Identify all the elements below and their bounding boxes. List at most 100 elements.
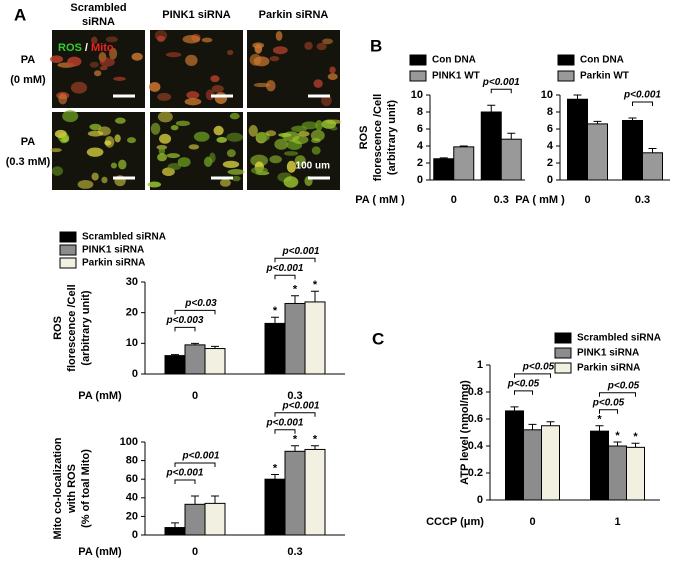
y-tick-label: 0 xyxy=(547,174,553,186)
significance-mark: * xyxy=(615,430,620,442)
comparison-bracket xyxy=(174,309,216,315)
x-tick-label: 0 xyxy=(584,194,590,206)
bar xyxy=(304,301,326,375)
y-axis-label: with ROS xyxy=(66,464,78,514)
significance-mark: * xyxy=(273,305,278,317)
bar xyxy=(523,429,542,501)
y-axis-label: (% of toal Mito) xyxy=(80,449,92,528)
cell xyxy=(182,35,201,44)
row-label: (0 mM) xyxy=(10,74,46,86)
column-header: Parkin siRNA xyxy=(259,9,329,21)
y-tick-label: 6 xyxy=(417,123,423,135)
cell xyxy=(50,148,62,153)
error-bar xyxy=(613,441,622,446)
comparison-bracket xyxy=(174,326,196,332)
row-label: PA xyxy=(21,54,36,66)
error-bar xyxy=(648,148,657,153)
y-axis-label: ROS xyxy=(358,126,370,150)
bar xyxy=(608,445,627,501)
y-tick-label: 10 xyxy=(411,89,423,101)
comparison-bracket xyxy=(514,390,533,395)
y-tick-label: 0 xyxy=(132,529,138,541)
cell xyxy=(254,43,263,54)
y-tick-label: 0.4 xyxy=(468,440,484,452)
error-bar xyxy=(439,157,448,159)
panel-label: A xyxy=(14,5,26,24)
error-bar xyxy=(311,290,319,302)
significance-mark: * xyxy=(633,431,638,443)
error-bar xyxy=(271,316,279,324)
cell xyxy=(157,92,172,101)
cell xyxy=(226,132,243,142)
error-bar xyxy=(510,406,519,411)
cell xyxy=(147,181,162,188)
cell xyxy=(90,36,98,44)
cell xyxy=(315,120,323,131)
cell xyxy=(87,130,104,137)
cell xyxy=(265,80,276,92)
cell xyxy=(253,56,270,67)
cell xyxy=(170,124,179,131)
error-bar xyxy=(211,345,219,349)
cell xyxy=(214,92,228,104)
x-axis-label: PA ( mM ) xyxy=(515,194,565,206)
cell xyxy=(166,153,180,159)
cell xyxy=(61,135,70,143)
cell xyxy=(93,70,102,77)
x-axis-label: PA (mM) xyxy=(78,546,122,558)
cell xyxy=(99,65,108,71)
y-tick-label: 0.6 xyxy=(468,413,483,425)
bar xyxy=(541,425,560,501)
bar xyxy=(284,302,306,375)
y-tick-label: 8 xyxy=(417,106,423,118)
y-tick-label: 4 xyxy=(417,140,424,152)
legend-label: Scrambled siRNA xyxy=(82,232,166,243)
cell xyxy=(127,137,136,144)
error-bar xyxy=(631,442,640,448)
p-value: p<0.001 xyxy=(282,246,320,257)
cell xyxy=(311,138,321,144)
bar xyxy=(642,152,663,181)
y-tick-label: 4 xyxy=(547,140,554,152)
error-bar xyxy=(271,474,279,480)
cell xyxy=(275,30,283,41)
p-value: p<0.001 xyxy=(266,263,304,274)
error-bar xyxy=(171,522,179,528)
y-tick-label: 0.8 xyxy=(468,386,483,398)
y-tick-label: 1 xyxy=(477,359,483,371)
column-header: PINK1 siRNA xyxy=(162,9,231,21)
cell xyxy=(294,155,306,167)
x-axis-label: PA ( mM ) xyxy=(355,194,405,206)
cell xyxy=(311,146,321,155)
error-bar xyxy=(507,132,516,140)
bar xyxy=(204,348,226,375)
y-tick-label: 2 xyxy=(417,157,423,169)
x-tick-label: 0 xyxy=(529,516,535,528)
error-bar xyxy=(487,104,496,112)
legend-swatch xyxy=(409,54,427,66)
legend-label: Con DNA xyxy=(580,55,624,66)
comparison-bracket xyxy=(274,257,316,263)
p-value: p<0.001 xyxy=(482,77,520,88)
cell xyxy=(184,98,202,106)
cell xyxy=(291,125,308,132)
comparison-bracket xyxy=(490,88,512,94)
significance-mark: * xyxy=(293,434,298,446)
legend-swatch xyxy=(554,332,572,344)
cell xyxy=(313,79,323,88)
cell xyxy=(205,89,215,101)
x-tick-label: 0.3 xyxy=(494,194,509,206)
significance-mark: * xyxy=(597,414,602,426)
y-tick-label: 10 xyxy=(541,89,553,101)
cell xyxy=(282,131,300,142)
cell xyxy=(89,61,99,68)
legend-label: PINK1 siRNA xyxy=(577,348,639,359)
y-axis-label: Mito co-localization xyxy=(52,437,64,539)
y-tick-label: 6 xyxy=(547,123,553,135)
y-axis-label: ATP level (nmol/mg) xyxy=(459,380,471,485)
significance-mark: * xyxy=(293,284,298,296)
comparison-bracket xyxy=(174,479,196,484)
bar xyxy=(626,446,645,501)
cell xyxy=(50,55,64,63)
